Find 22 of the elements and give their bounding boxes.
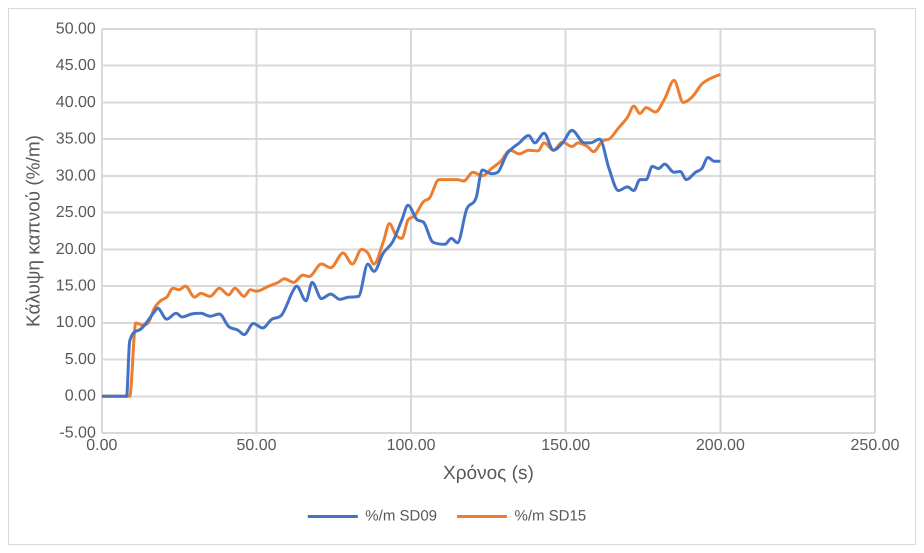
legend-label: %/m SD15 xyxy=(514,508,586,525)
y-tick-label: 20.00 xyxy=(56,240,96,258)
x-axis-title: Χρόνος (s) xyxy=(443,462,534,484)
y-axis-title: Κάλυψη καπνού (%/m) xyxy=(24,134,45,328)
y-tick-label: 25.00 xyxy=(56,204,96,222)
y-tick-label: 15.00 xyxy=(56,277,96,294)
y-tick-label: 50.00 xyxy=(56,20,96,38)
x-tick-label: 0.00 xyxy=(86,437,118,454)
line-series xyxy=(102,128,722,398)
y-tick-label: 35.00 xyxy=(56,130,96,148)
x-tick-label: 200.00 xyxy=(696,437,745,454)
y-tick-label: 0.00 xyxy=(64,388,96,405)
y-tick-label: 30.00 xyxy=(56,167,96,184)
legend-label: %/m SD09 xyxy=(365,508,438,525)
x-tick-label: 50.00 xyxy=(236,437,277,454)
y-tick-label: 10.00 xyxy=(56,314,96,332)
y-tick-label: 45.00 xyxy=(56,57,96,74)
y-tick-label: 5.00 xyxy=(64,350,96,368)
x-tick-label: 100.00 xyxy=(386,437,436,454)
x-tick-label: 250.00 xyxy=(850,437,900,454)
y-tick-label: 40.00 xyxy=(56,94,96,111)
x-tick-label: 150.00 xyxy=(541,437,590,454)
